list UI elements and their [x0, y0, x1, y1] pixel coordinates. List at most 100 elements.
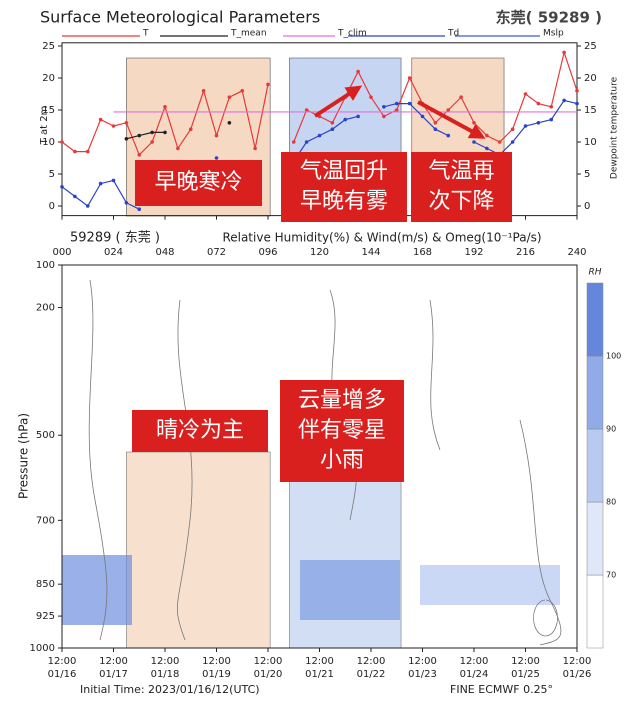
y-tick-label: 25	[42, 41, 55, 52]
profile-x-tick-label: 12:00	[357, 656, 386, 667]
series-point	[60, 140, 64, 144]
series-point	[523, 124, 528, 128]
x-tick-label: 096	[258, 247, 277, 258]
series-point	[510, 140, 515, 144]
series-point	[472, 140, 476, 144]
y-tick-label: 15	[42, 105, 55, 116]
profile-y-tick-label: 850	[36, 579, 55, 590]
series-point	[356, 114, 360, 119]
series-point	[369, 95, 373, 99]
annotation-text: 次下降	[428, 189, 494, 214]
profile-x-tick-label: 12:00	[305, 656, 334, 667]
series-point	[549, 117, 554, 122]
legend-label: T	[142, 29, 149, 39]
series-point	[459, 95, 463, 99]
series-point	[420, 114, 425, 119]
series-point	[227, 95, 232, 99]
x-tick-label: 168	[413, 247, 432, 258]
y2-tick-label: 15	[584, 105, 597, 116]
legend-label: T_mean	[230, 29, 267, 39]
profile-x-tick-label: 01/24	[460, 669, 489, 680]
series-point	[407, 76, 412, 80]
series-point	[227, 121, 232, 125]
x-tick-label: 240	[567, 247, 586, 258]
series-point	[201, 89, 206, 93]
series-point	[150, 130, 154, 135]
annotation-text: 气温回升	[300, 159, 388, 184]
y2-tick-label: 25	[584, 41, 597, 52]
profile-y-tick-label: 1000	[30, 643, 55, 654]
profile-x-tick-label: 01/19	[202, 669, 231, 680]
profile-y-tick-label: 925	[36, 611, 55, 622]
colorbar-title: RH	[588, 268, 601, 278]
series-point	[137, 207, 142, 211]
series-point	[330, 127, 335, 131]
colorbar-band	[586, 428, 604, 503]
highlight-bottom	[289, 469, 402, 649]
legend-label: T_clim	[337, 29, 367, 39]
annotation-text: 云量增多	[298, 388, 386, 413]
colorbar-label: 90	[606, 425, 616, 434]
chart-title: Surface Meteorological Parameters	[40, 8, 320, 27]
annotation-text: 小雨	[320, 448, 364, 473]
series-point	[330, 121, 335, 125]
profile-y-tick-label: 500	[36, 430, 55, 441]
profile-station: 59289 ( 东莞 )	[70, 231, 160, 246]
contour	[533, 599, 558, 637]
profile-x-tick-label: 12:00	[511, 656, 540, 667]
profile-x-tick-label: 12:00	[48, 656, 77, 667]
y2-axis-label: Dewpoint temperature	[610, 76, 620, 179]
rh-shade	[62, 555, 132, 625]
annotation-box	[135, 160, 262, 206]
series-point	[253, 146, 257, 151]
series-point	[150, 140, 154, 144]
profile-title: Relative Humidity(%) & Wind(m/s) & Omeg(…	[222, 231, 541, 245]
y2-tick-label: 10	[584, 137, 597, 148]
series-point	[382, 105, 386, 109]
y-axis-label: T at 2m	[39, 106, 50, 146]
contour	[88, 279, 108, 641]
y2-tick-label: 0	[584, 201, 590, 212]
series-point	[575, 89, 579, 93]
series-point	[163, 105, 167, 109]
series-point	[137, 133, 142, 138]
series-point	[124, 201, 129, 205]
highlight-bottom	[126, 451, 271, 649]
annotation-box	[411, 152, 512, 222]
profile-x-tick-label: 01/23	[408, 669, 437, 680]
series-point	[433, 127, 438, 131]
profile-y-tick-label: 200	[36, 303, 55, 314]
series-point	[73, 194, 77, 199]
profile-x-tick-label: 12:00	[408, 656, 437, 667]
series-point	[446, 133, 451, 138]
profile-x-tick-label: 01/16	[48, 669, 77, 680]
contour	[176, 299, 193, 641]
series-point	[356, 69, 360, 74]
profile-x-tick-label: 01/20	[254, 669, 283, 680]
series-point	[536, 121, 541, 125]
legend-label: Td	[447, 29, 459, 39]
y-tick-label: 5	[49, 169, 55, 180]
series-point	[73, 149, 77, 154]
series-point	[137, 153, 142, 157]
x-tick-label: 120	[310, 247, 329, 258]
annotation-text: 早晚寒冷	[154, 170, 242, 195]
series-point	[214, 133, 219, 138]
y2-tick-label: 5	[584, 169, 590, 180]
x-tick-label: 192	[464, 247, 483, 258]
profile-x-tick-label: 01/17	[99, 669, 128, 680]
x-tick-label: 048	[155, 247, 174, 258]
series-point	[85, 149, 90, 154]
series-point	[85, 204, 90, 208]
series-point	[124, 137, 129, 141]
series-point	[304, 108, 309, 112]
profile-x-tick-label: 12:00	[563, 656, 592, 667]
profile-x-tick-label: 12:00	[460, 656, 489, 667]
series-point	[575, 101, 579, 106]
series-point	[124, 121, 129, 125]
series-point	[523, 92, 528, 96]
y-tick-label: 20	[42, 73, 55, 84]
profile-x-tick-label: 12:00	[202, 656, 231, 667]
rh-shade	[420, 565, 560, 605]
